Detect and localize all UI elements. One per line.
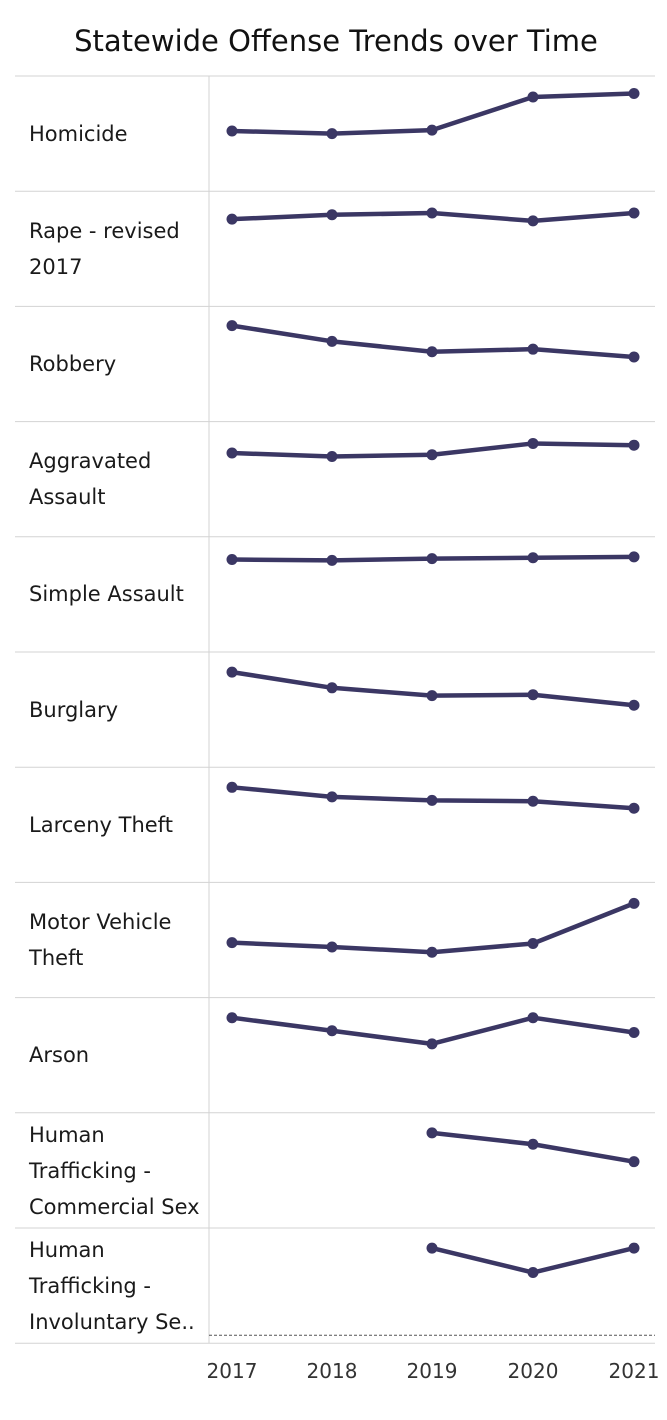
x-tick-label: 2018 bbox=[306, 1359, 358, 1383]
row-label: Motor Vehicle Theft bbox=[29, 910, 172, 970]
data-point[interactable] bbox=[226, 125, 238, 137]
data-point[interactable] bbox=[527, 795, 539, 807]
data-point[interactable] bbox=[527, 937, 539, 949]
data-point[interactable] bbox=[527, 552, 539, 564]
data-point[interactable] bbox=[226, 781, 238, 793]
data-point[interactable] bbox=[326, 451, 338, 463]
x-tick-label: 2017 bbox=[206, 1359, 258, 1383]
data-point[interactable] bbox=[426, 794, 438, 806]
row-label: Aggravated Assault bbox=[29, 449, 152, 510]
data-point[interactable] bbox=[628, 551, 640, 563]
data-point[interactable] bbox=[527, 1012, 539, 1024]
data-point[interactable] bbox=[628, 802, 640, 814]
row-label: Robbery bbox=[29, 352, 117, 376]
data-point[interactable] bbox=[628, 699, 640, 711]
data-point[interactable] bbox=[426, 124, 438, 136]
row-label: Simple Assault bbox=[29, 582, 184, 607]
row-label: Human Trafficking - Commercial Sex bbox=[29, 1122, 200, 1219]
data-point[interactable] bbox=[226, 937, 238, 949]
data-point[interactable] bbox=[527, 437, 539, 449]
data-point[interactable] bbox=[426, 553, 438, 565]
data-point[interactable] bbox=[426, 207, 438, 219]
data-point[interactable] bbox=[628, 897, 640, 909]
data-point[interactable] bbox=[326, 554, 338, 566]
series-robbery bbox=[226, 320, 640, 363]
data-point[interactable] bbox=[628, 439, 640, 451]
data-point[interactable] bbox=[326, 941, 338, 953]
series-larceny-theft bbox=[226, 781, 640, 814]
data-point[interactable] bbox=[326, 682, 338, 694]
series-human-trafficking-commercial-sex bbox=[426, 1127, 640, 1168]
data-point[interactable] bbox=[426, 690, 438, 702]
data-point[interactable] bbox=[527, 215, 539, 227]
data-point[interactable] bbox=[628, 351, 640, 363]
row-label: Burglary bbox=[29, 697, 119, 722]
data-point[interactable] bbox=[527, 689, 539, 701]
data-point[interactable] bbox=[628, 1156, 640, 1168]
data-point[interactable] bbox=[426, 449, 438, 461]
data-point[interactable] bbox=[628, 207, 640, 219]
data-point[interactable] bbox=[326, 128, 338, 140]
data-point[interactable] bbox=[527, 343, 539, 355]
data-point[interactable] bbox=[326, 1025, 338, 1037]
data-point[interactable] bbox=[326, 335, 338, 347]
data-point[interactable] bbox=[226, 554, 238, 566]
data-point[interactable] bbox=[426, 946, 438, 958]
data-point[interactable] bbox=[226, 1012, 238, 1024]
data-point[interactable] bbox=[426, 1242, 438, 1254]
chart-title: Statewide Offense Trends over Time bbox=[74, 24, 598, 58]
series-burglary bbox=[226, 666, 640, 711]
series-aggravated-assault bbox=[226, 437, 640, 463]
data-point[interactable] bbox=[226, 666, 238, 678]
data-point[interactable] bbox=[426, 1038, 438, 1050]
data-point[interactable] bbox=[527, 91, 539, 103]
series-line bbox=[229, 901, 637, 955]
x-tick-label: 2020 bbox=[507, 1359, 559, 1383]
data-point[interactable] bbox=[226, 213, 238, 225]
x-tick-label: 2021 bbox=[608, 1359, 660, 1383]
x-tick-label: 2019 bbox=[406, 1359, 458, 1383]
row-label: Rape - revised 2017 bbox=[29, 218, 180, 279]
row-label: Arson bbox=[29, 1043, 90, 1068]
data-point[interactable] bbox=[628, 87, 640, 99]
data-point[interactable] bbox=[527, 1138, 539, 1150]
series-motor-vehicle-theft bbox=[226, 897, 640, 958]
series-rape-revised-2017 bbox=[226, 207, 640, 227]
data-point[interactable] bbox=[326, 791, 338, 803]
data-point[interactable] bbox=[426, 1127, 438, 1139]
series-arson bbox=[226, 1012, 640, 1050]
data-point[interactable] bbox=[426, 346, 438, 358]
row-label: Homicide bbox=[29, 121, 128, 146]
row-label: Human Trafficking - Involuntary Se.. bbox=[29, 1238, 195, 1334]
data-point[interactable] bbox=[628, 1027, 640, 1039]
data-point[interactable] bbox=[326, 209, 338, 221]
data-point[interactable] bbox=[226, 320, 238, 332]
row-label: Larceny Theft bbox=[29, 812, 173, 837]
series-homicide bbox=[226, 87, 640, 140]
data-point[interactable] bbox=[226, 447, 238, 459]
series-human-trafficking-involuntary-se bbox=[426, 1242, 640, 1279]
data-point[interactable] bbox=[628, 1242, 640, 1254]
series-simple-assault bbox=[226, 551, 640, 566]
data-point[interactable] bbox=[527, 1267, 539, 1279]
